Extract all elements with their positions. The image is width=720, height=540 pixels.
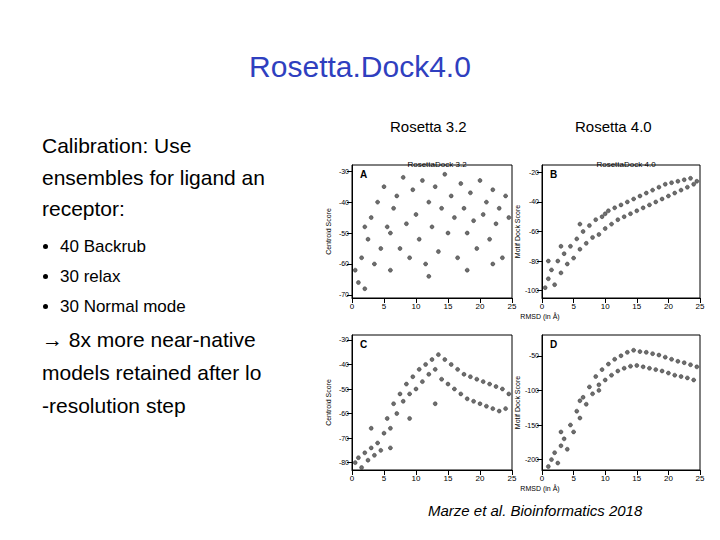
svg-text:20: 20 bbox=[664, 302, 673, 311]
html-text:-resolution step: -resolution step bbox=[42, 394, 186, 417]
svg-text:15: 15 bbox=[632, 474, 641, 483]
svg-text:-40: -40 bbox=[339, 199, 349, 206]
svg-text:20: 20 bbox=[476, 302, 485, 311]
svg-text:0: 0 bbox=[350, 302, 355, 311]
svg-text:5: 5 bbox=[571, 302, 576, 311]
svg-text:-60: -60 bbox=[339, 410, 349, 417]
svg-text:15: 15 bbox=[444, 474, 453, 483]
svg-text:-30: -30 bbox=[339, 168, 349, 175]
svg-text:B: B bbox=[550, 169, 557, 180]
svg-text:0: 0 bbox=[350, 474, 355, 483]
svg-text:-200: -200 bbox=[525, 456, 539, 463]
svg-text:-150: -150 bbox=[525, 422, 539, 429]
html-text:Calibration: Use: Calibration: Use bbox=[42, 134, 192, 157]
svg-text:-70: -70 bbox=[339, 291, 349, 298]
svg-text:20: 20 bbox=[664, 474, 673, 483]
svg-text:0: 0 bbox=[540, 474, 545, 483]
svg-text:A: A bbox=[360, 169, 367, 180]
html-text:Rosetta.Dock4.0: Rosetta.Dock4.0 bbox=[249, 50, 471, 83]
svg-text:5: 5 bbox=[382, 474, 387, 483]
svg-text:5: 5 bbox=[571, 474, 576, 483]
html-text:30 Normal mode: 30 Normal mode bbox=[60, 297, 186, 316]
svg-text:-50: -50 bbox=[529, 352, 539, 359]
svg-text:25: 25 bbox=[696, 474, 705, 483]
html-text:40 Backrub: 40 Backrub bbox=[60, 237, 146, 256]
svg-text:-50: -50 bbox=[339, 386, 349, 393]
svg-text:-60: -60 bbox=[339, 260, 349, 267]
svg-text:-80: -80 bbox=[339, 459, 349, 466]
svg-text:-60: -60 bbox=[529, 228, 539, 235]
svg-text:-40: -40 bbox=[339, 361, 349, 368]
svg-text:-100: -100 bbox=[525, 287, 539, 294]
svg-text:-50: -50 bbox=[339, 230, 349, 237]
svg-text:10: 10 bbox=[601, 302, 610, 311]
svg-text:10: 10 bbox=[601, 474, 610, 483]
svg-text:C: C bbox=[360, 339, 367, 350]
html-text:Rosetta 3.2: Rosetta 3.2 bbox=[390, 118, 467, 135]
svg-text:Centroid Score: Centroid Score bbox=[325, 208, 332, 255]
html-text:ensembles for ligand an: ensembles for ligand an bbox=[42, 166, 265, 189]
html-text:Marze et al. Bioinformatics 20: Marze et al. Bioinformatics 2018 bbox=[428, 502, 643, 519]
svg-text:Motif Dock Score: Motif Dock Score bbox=[514, 205, 521, 258]
svg-text:-40: -40 bbox=[529, 198, 539, 205]
svg-text:25: 25 bbox=[508, 474, 517, 483]
svg-text:25: 25 bbox=[696, 302, 705, 311]
svg-text:-80: -80 bbox=[529, 258, 539, 265]
svg-text:15: 15 bbox=[632, 302, 641, 311]
svg-text:-30: -30 bbox=[339, 336, 349, 343]
svg-text:10: 10 bbox=[412, 474, 421, 483]
svg-text:-70: -70 bbox=[339, 435, 349, 442]
svg-text:-20: -20 bbox=[529, 169, 539, 176]
svg-text:15: 15 bbox=[444, 302, 453, 311]
svg-text:Centroid Score: Centroid Score bbox=[325, 379, 332, 426]
svg-text:20: 20 bbox=[476, 474, 485, 483]
html-text:receptor:: receptor: bbox=[42, 197, 125, 220]
html-text:30 relax: 30 relax bbox=[60, 267, 121, 286]
html-text:models retained after lo: models retained after lo bbox=[42, 361, 262, 384]
svg-text:RosettaDock 4.0: RosettaDock 4.0 bbox=[596, 160, 656, 169]
html-text:→ 8x more near-native: → 8x more near-native bbox=[42, 328, 256, 351]
svg-text:10: 10 bbox=[412, 302, 421, 311]
svg-text:D: D bbox=[550, 339, 557, 350]
svg-text:Motif Dock Score: Motif Dock Score bbox=[514, 376, 521, 429]
svg-text:5: 5 bbox=[382, 302, 387, 311]
svg-text:RMSD (in Å): RMSD (in Å) bbox=[520, 484, 559, 493]
svg-text:25: 25 bbox=[508, 302, 517, 311]
html-text:Rosetta 4.0: Rosetta 4.0 bbox=[575, 118, 652, 135]
svg-text:-100: -100 bbox=[525, 387, 539, 394]
svg-text:RMSD (in Å): RMSD (in Å) bbox=[520, 312, 559, 321]
svg-text:RosettaDock 3.2: RosettaDock 3.2 bbox=[407, 160, 467, 169]
svg-text:0: 0 bbox=[540, 302, 545, 311]
